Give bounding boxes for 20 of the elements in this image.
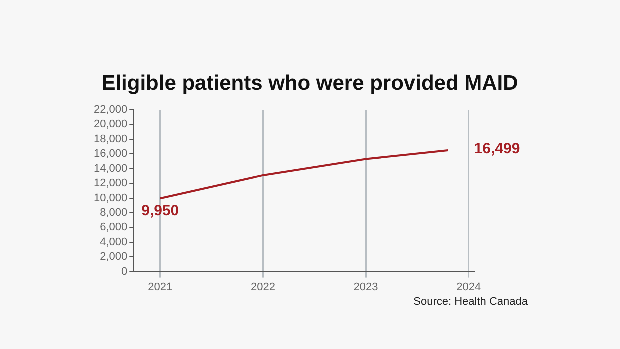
y-tick-label: 10,000	[94, 192, 128, 204]
y-tick-label: 14,000	[94, 162, 128, 175]
y-tick-label: 6,000	[100, 222, 128, 234]
y-tick-label: 4,000	[100, 236, 128, 248]
x-tick-label: 2021	[148, 281, 173, 294]
y-tick-label: 8,000	[100, 206, 128, 219]
y-tick-label: 16,000	[94, 148, 128, 160]
y-tick-label: 2,000	[100, 251, 128, 264]
data-label: 9,950	[142, 202, 180, 220]
x-tick-label: 2024	[456, 281, 482, 294]
y-tick-label: 0	[122, 266, 128, 278]
y-tick-label: 12,000	[94, 178, 128, 190]
y-tick-label: 22,000	[94, 104, 128, 116]
x-tick-label: 2023	[354, 281, 378, 294]
data-label: 16,499	[474, 140, 520, 158]
y-tick-label: 18,000	[94, 133, 128, 146]
chart-title: Eligible patients who were provided MAID	[100, 72, 520, 96]
source-note: Source: Health Canada	[414, 296, 528, 308]
y-tick-label: 20,000	[94, 118, 128, 131]
x-tick-label: 2022	[250, 281, 276, 294]
